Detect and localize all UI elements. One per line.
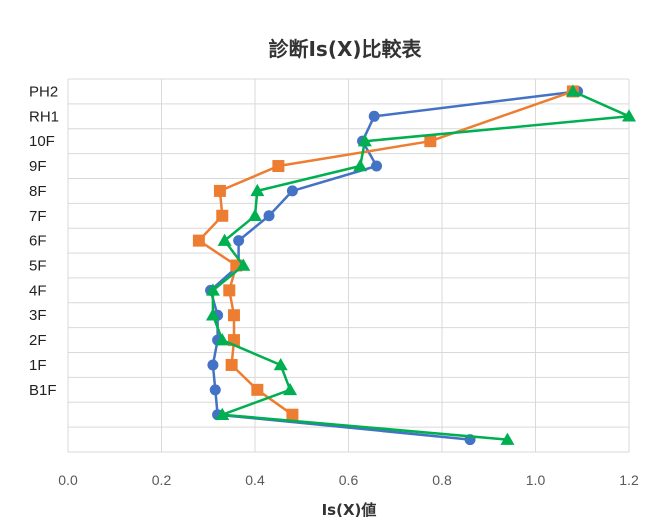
data-point [500,432,515,445]
data-point [216,209,229,222]
data-point [250,183,265,197]
data-point [286,185,298,197]
y-tick-label: RH1 [29,108,59,125]
data-point [215,407,230,420]
series-3 [205,84,636,445]
y-tick-label: 1F [29,357,47,374]
data-point [424,135,437,148]
y-tick-label: 2F [29,332,47,349]
x-tick-label: 0.6 [339,472,359,488]
data-point [223,284,236,297]
y-tick-label: 9F [29,158,47,175]
data-point [251,383,264,396]
data-point [248,208,262,222]
y-tick-label: 7F [29,208,47,225]
y-tick-label: 3F [29,307,47,324]
y-tick-label: PH2 [29,83,58,100]
x-tick-label: 1.2 [619,472,639,488]
series-line [209,90,578,441]
data-point [263,210,275,222]
x-axis-ticks: 0.0 0.2 0.4 0.6 0.8 1.0 1.2 [58,472,639,488]
data-point [213,184,226,197]
y-tick-label: B1F [29,382,57,399]
data-point [205,283,220,296]
data-point [371,160,383,172]
chart-title: 診断Is(X)比較表 [268,37,422,61]
data-point [217,233,232,246]
x-axis-label: Is(X)値 [322,501,377,519]
data-point [622,109,636,122]
data-point [272,160,285,173]
data-point [207,359,219,371]
y-tick-label: 10F [29,133,55,150]
y-axis-ticks: B1F 1F 2F 3F 4F 5F 6F 7F 8F 9F 10F RH1 PH2 [29,83,59,398]
data-point [192,234,205,247]
data-point [205,308,220,321]
data-point [236,258,251,271]
data-point [225,358,238,371]
data-point [368,110,380,122]
x-tick-label: 0.2 [152,472,172,488]
data-point [353,159,368,172]
series-layer [192,84,636,446]
data-point [565,84,580,97]
x-tick-label: 0.4 [245,472,265,488]
y-tick-label: 6F [29,233,47,250]
y-tick-label: 5F [29,258,47,275]
data-point [209,384,221,396]
data-point [273,357,288,371]
data-point [233,235,245,247]
data-point [357,134,372,147]
data-point [286,408,299,421]
x-tick-label: 0.8 [432,472,452,488]
data-point [283,382,298,396]
y-tick-label: 4F [29,282,47,299]
data-point [215,333,230,346]
grid [67,78,630,453]
x-tick-label: 0.0 [58,472,78,488]
x-tick-label: 1.0 [526,472,546,488]
y-tick-label: 8F [29,183,47,200]
data-point [227,309,240,322]
